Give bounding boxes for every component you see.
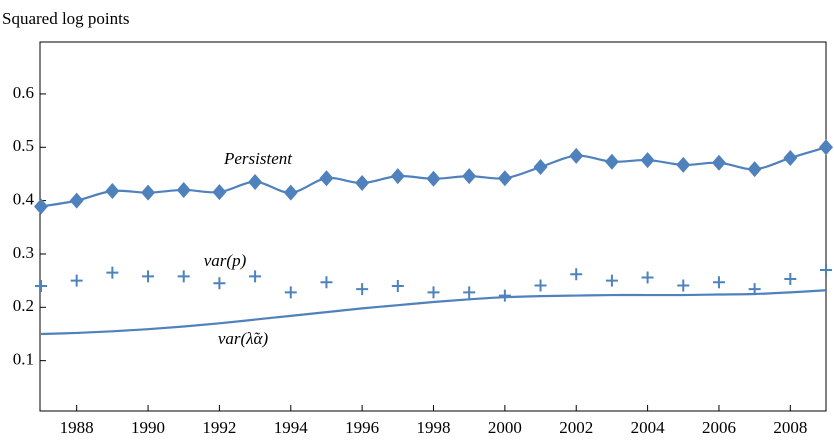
plus-marker [427,286,440,299]
diamond-marker [747,161,762,178]
plus-marker [177,270,190,283]
y-tick-label: 0.6 [13,83,34,102]
plus-marker [534,279,547,292]
plus-marker [320,276,333,289]
plus-marker [213,277,226,290]
plus-marker [106,266,119,279]
diamond-marker [640,152,655,169]
plus-marker [677,279,690,292]
diamond-marker [604,153,619,170]
x-tick-label: 1988 [60,418,94,437]
x-tick-label: 2008 [773,418,807,437]
x-tick-label: 2002 [559,418,593,437]
x-tick-label: 1992 [202,418,236,437]
series-line [40,289,827,336]
plus-marker [641,271,654,284]
plus-marker [463,286,476,299]
series-label: var(p) [204,251,247,270]
diamond-marker [105,183,120,200]
x-tick-label: 1996 [345,418,379,437]
plus-marker [498,289,511,302]
x-tick-label: 2004 [631,418,666,437]
diamond-marker [34,198,48,215]
diamond-marker [533,159,548,176]
diamond-marker [176,181,191,198]
diamond-marker [569,147,584,164]
diamond-marker [355,175,370,192]
plus-marker [605,274,618,287]
diamond-marker [497,170,512,187]
plus-marker [784,273,797,286]
diamond-marker [426,170,441,187]
series-label: var(λ̃α) [218,329,269,348]
plus-marker [391,279,404,292]
x-tick-label: 1990 [131,418,165,437]
plus-marker [356,283,369,296]
plus-marker [712,276,725,289]
diamond-marker [676,156,691,173]
plus-marker [70,274,83,287]
x-tick-label: 2006 [702,418,736,437]
y-tick-label: 0.5 [13,136,34,155]
diamond-marker [248,173,263,190]
y-tick-label: 0.4 [13,190,35,209]
plus-marker [820,263,832,276]
diamond-marker [390,168,405,185]
diamond-marker [462,168,477,185]
diamond-marker [212,184,227,201]
plus-marker [249,270,262,283]
y-tick-label: 0.1 [13,350,34,369]
plus-marker [142,270,155,283]
x-tick-label: 1998 [417,418,451,437]
diamond-marker [319,170,334,187]
plus-marker [570,268,583,281]
diamond-marker [141,184,156,201]
diamond-marker [711,154,726,171]
plus-marker [35,279,47,292]
diamond-marker [69,192,84,209]
x-tick-label: 1994 [274,418,309,437]
diamond-marker [819,139,833,156]
x-tick-label: 2000 [488,418,522,437]
y-axis-title: Squared log points [2,9,130,28]
diamond-marker [283,184,298,201]
y-tick-label: 0.2 [13,296,34,315]
diamond-marker [783,149,798,166]
plot-frame [39,41,827,412]
plus-marker [284,286,297,299]
series-label: Persistent [223,149,293,168]
y-tick-label: 0.3 [13,243,34,262]
